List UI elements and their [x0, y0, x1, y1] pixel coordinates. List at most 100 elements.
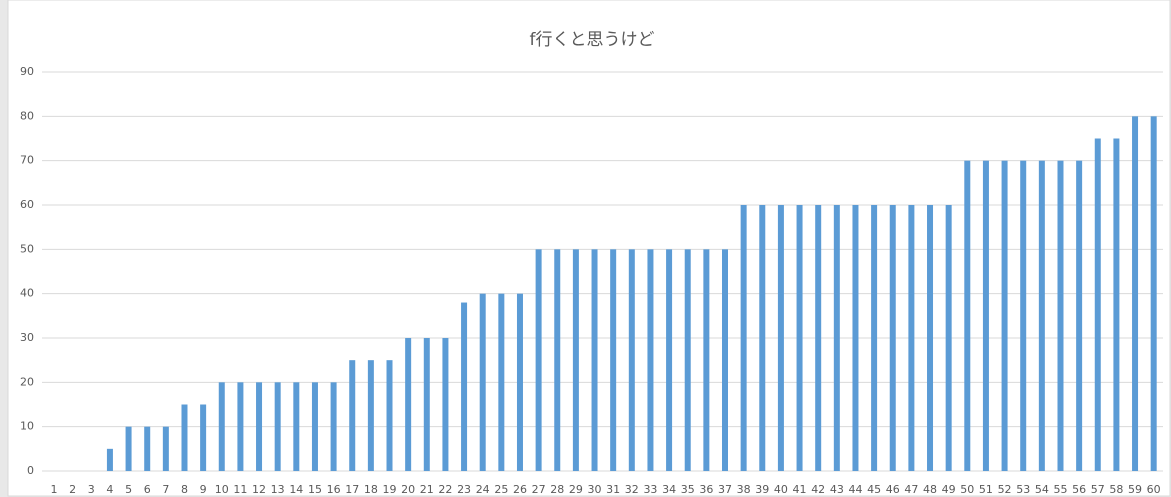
bar [1020, 160, 1027, 471]
bar [274, 382, 281, 471]
x-tick-label: 59 [1128, 483, 1142, 496]
x-tick-label: 9 [200, 483, 207, 496]
x-tick-label: 28 [550, 483, 564, 496]
x-tick-label: 46 [886, 483, 900, 496]
x-tick-label: 15 [308, 483, 322, 496]
bar [721, 249, 728, 471]
bar [777, 205, 784, 471]
bar [927, 205, 934, 471]
x-tick-label: 55 [1053, 483, 1067, 496]
x-tick-label: 35 [681, 483, 695, 496]
x-tick-label: 31 [606, 483, 620, 496]
x-tick-label: 12 [252, 483, 266, 496]
bar [1113, 138, 1120, 471]
bar [1057, 160, 1064, 471]
bar [405, 338, 412, 471]
x-tick-label: 7 [162, 483, 169, 496]
x-tick-label: 43 [830, 483, 844, 496]
x-tick-label: 48 [923, 483, 937, 496]
bar [442, 338, 449, 471]
x-tick-label: 3 [88, 483, 95, 496]
bar [852, 205, 859, 471]
bar [945, 205, 952, 471]
y-tick-label: 80 [20, 109, 34, 122]
x-tick-label: 23 [457, 483, 471, 496]
x-tick-label: 36 [699, 483, 713, 496]
bar [1132, 116, 1139, 471]
x-tick-label: 17 [345, 483, 359, 496]
bar [908, 205, 915, 471]
x-tick-label: 42 [811, 483, 825, 496]
bar [815, 205, 822, 471]
bar [833, 205, 840, 471]
x-tick-label: 54 [1035, 483, 1049, 496]
x-tick-label: 25 [494, 483, 508, 496]
y-tick-label: 70 [20, 154, 34, 167]
bar [218, 382, 225, 471]
x-tick-label: 27 [532, 483, 546, 496]
x-tick-label: 45 [867, 483, 881, 496]
bar [628, 249, 635, 471]
y-tick-label: 30 [20, 331, 34, 344]
x-tick-label: 14 [289, 483, 303, 496]
x-tick-label: 21 [420, 483, 434, 496]
bar [982, 160, 989, 471]
x-tick-label: 52 [998, 483, 1012, 496]
bar [1076, 160, 1083, 471]
x-tick-label: 41 [793, 483, 807, 496]
bar [1001, 160, 1008, 471]
x-tick-label: 22 [438, 483, 452, 496]
bar [237, 382, 244, 471]
bar [591, 249, 598, 471]
bar [1094, 138, 1101, 471]
bar [516, 293, 523, 471]
bar [479, 293, 486, 471]
x-tick-label: 53 [1016, 483, 1030, 496]
x-tick-label: 19 [383, 483, 397, 496]
bar [367, 360, 374, 471]
x-tick-label: 20 [401, 483, 415, 496]
bar [461, 302, 468, 471]
bar [759, 205, 766, 471]
x-tick-label: 60 [1147, 483, 1161, 496]
x-tick-label: 29 [569, 483, 583, 496]
x-tick-label: 16 [327, 483, 341, 496]
x-tick-label: 37 [718, 483, 732, 496]
x-tick-label: 11 [233, 483, 247, 496]
y-tick-label: 20 [20, 375, 34, 388]
y-tick-label: 50 [20, 242, 34, 255]
bar [162, 426, 169, 471]
bar [796, 205, 803, 471]
x-tick-label: 57 [1091, 483, 1105, 496]
bar [964, 160, 971, 471]
x-tick-label: 18 [364, 483, 378, 496]
bar [1150, 116, 1157, 471]
bar [125, 426, 132, 471]
bar [1038, 160, 1045, 471]
x-tick-label: 50 [960, 483, 974, 496]
y-tick-label: 10 [20, 420, 34, 433]
x-tick-label: 38 [737, 483, 751, 496]
bar [610, 249, 617, 471]
bar [330, 382, 337, 471]
bar [647, 249, 654, 471]
x-tick-label: 51 [979, 483, 993, 496]
bar [703, 249, 710, 471]
x-tick-label: 32 [625, 483, 639, 496]
bar [871, 205, 878, 471]
bar [535, 249, 542, 471]
x-tick-label: 24 [476, 483, 490, 496]
bar [572, 249, 579, 471]
bar [889, 205, 896, 471]
x-tick-label: 4 [106, 483, 113, 496]
bar [386, 360, 393, 471]
bar [554, 249, 561, 471]
x-tick-label: 49 [942, 483, 956, 496]
x-tick-label: 1 [51, 483, 58, 496]
bar [200, 404, 207, 471]
bar [423, 338, 430, 471]
x-tick-label: 58 [1109, 483, 1123, 496]
x-tick-label: 56 [1072, 483, 1086, 496]
